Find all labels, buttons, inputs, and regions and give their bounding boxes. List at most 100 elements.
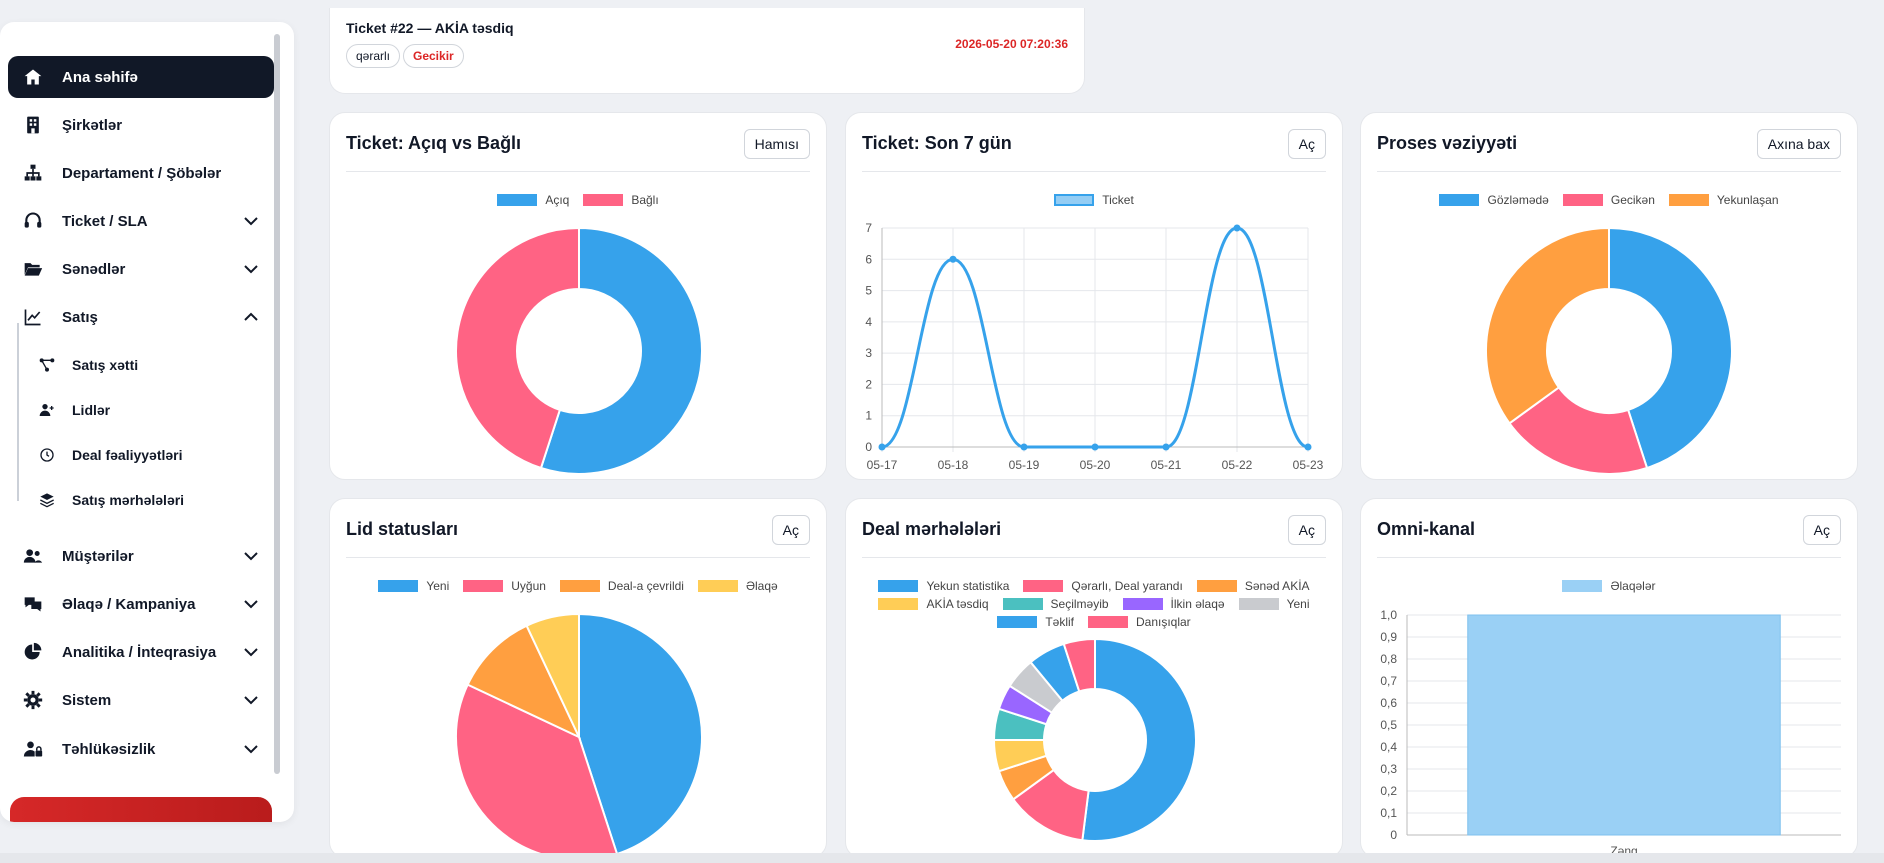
y-tick-label: 0,9 [1380, 630, 1397, 644]
pie-slice-2[interactable] [455, 226, 580, 470]
legend-item[interactable]: Qərarlı, Deal yarandı [1023, 579, 1183, 593]
legend-item[interactable]: Yekunlaşan [1668, 193, 1779, 207]
sidebar-item-7[interactable]: Müştərilər [8, 535, 274, 577]
pie-slice-2[interactable] [455, 683, 619, 857]
sidebar-subitem-4[interactable]: Satış mərhələləri [38, 483, 258, 517]
sidebar-item-9[interactable]: Analitika / İnteqrasiya [8, 631, 274, 673]
building-icon [22, 114, 44, 136]
legend-item[interactable]: Gözləmədə [1439, 193, 1549, 207]
bar-1[interactable] [1467, 614, 1781, 836]
legend-item[interactable]: Yekun statistika [878, 579, 1009, 593]
sidebar-item-6[interactable]: Satış [8, 296, 274, 338]
pie-slice-3[interactable] [466, 624, 582, 740]
sidebar-item-4[interactable]: Ticket / SLA [8, 200, 274, 242]
legend-item[interactable]: Yeni [1238, 597, 1310, 611]
legend-swatch [997, 616, 1038, 628]
pie-slice-9[interactable] [1062, 639, 1096, 693]
data-point-4[interactable] [1091, 443, 1099, 451]
sidebar-scrollbar[interactable] [274, 34, 280, 774]
chevron-down-icon[interactable] [242, 691, 260, 709]
taskbar-strip [0, 853, 1884, 863]
legend-item[interactable]: Seçilməyib [1002, 597, 1109, 611]
chevron-down-icon[interactable] [242, 740, 260, 758]
sidebar-item-label: Ana səhifə [62, 68, 138, 86]
card-divider [1377, 171, 1841, 172]
data-point-7[interactable] [1304, 443, 1312, 451]
y-tick-label: 0,4 [1380, 740, 1397, 754]
legend-item[interactable]: Təklif [997, 615, 1074, 629]
pie-slice-4[interactable] [525, 612, 580, 738]
legend-item[interactable]: Danışıqlar [1087, 615, 1191, 629]
open-button[interactable]: Aç [1287, 515, 1326, 545]
legend-item[interactable]: Yeni [378, 579, 449, 593]
legend-item[interactable]: İlkin əlaqə [1122, 597, 1225, 611]
legend-item[interactable]: Açıq [497, 193, 569, 207]
chevron-down-icon[interactable] [242, 547, 260, 565]
legend-item[interactable]: Ticket [1054, 193, 1134, 207]
legend-label: Gözləmədə [1487, 193, 1549, 207]
chevron-down-icon[interactable] [242, 595, 260, 613]
pie-slice-1[interactable] [1608, 226, 1733, 470]
chevron-down-icon[interactable] [242, 260, 260, 278]
deal-stages-donut-chart [992, 639, 1197, 842]
sidebar-item-8[interactable]: Əlaqə / Kampaniya [8, 583, 274, 625]
pie-slice-1[interactable] [578, 612, 703, 856]
legend-item[interactable]: Əlaqə [697, 579, 778, 593]
data-point-6[interactable] [1233, 224, 1241, 232]
data-point-5[interactable] [1162, 443, 1170, 451]
legend-item[interactable]: Deal-a çevrildi [559, 579, 684, 593]
pie-slice-3[interactable] [1485, 226, 1610, 425]
sidebar-item-10[interactable]: Sistem [8, 679, 274, 721]
legend-swatch [1668, 194, 1709, 206]
sidebar-item-2[interactable]: Şirkətlər [8, 104, 274, 146]
legend-swatch [878, 598, 919, 610]
pie-slice-2[interactable] [1508, 386, 1649, 475]
chevron-up-icon[interactable] [242, 308, 260, 326]
legend-swatch [697, 580, 738, 592]
pipeline-icon [38, 356, 56, 374]
sidebar-item-11[interactable]: Təhlükəsizlik [8, 728, 274, 770]
sidebar-item-label: Satış [62, 308, 98, 326]
data-point-3[interactable] [1020, 443, 1028, 451]
card-title: Lid statusları [346, 519, 459, 539]
all-button[interactable]: Hamısı [743, 129, 810, 159]
sidebar-subitem-1[interactable]: Satış xətti [38, 348, 258, 382]
chart-legend: Gözləmədə Gecikən Yekunlaşan [1361, 193, 1857, 207]
y-tick-label: 4 [865, 315, 872, 329]
pie-slice-1[interactable] [539, 226, 703, 475]
sitemap-icon [22, 162, 44, 184]
y-tick-label: 1,0 [1380, 608, 1397, 622]
view-flow-button[interactable]: Axına bax [1756, 129, 1841, 159]
legend-item[interactable]: AKİA təsdiq [878, 597, 989, 611]
open-button[interactable]: Aç [1802, 515, 1841, 545]
card-title: Omni-kanal [1377, 519, 1476, 539]
sidebar-item-5[interactable]: Sənədlər [8, 248, 274, 290]
x-tick-label: 05-20 [1080, 458, 1111, 472]
pie-slice-1[interactable] [1081, 639, 1197, 842]
legend-label: Yeni [426, 579, 450, 593]
sidebar-item-1[interactable]: Ana səhifə [8, 56, 274, 98]
sidebar-action-button[interactable] [10, 797, 272, 822]
open-button[interactable]: Aç [771, 515, 810, 545]
card-divider [862, 171, 1326, 172]
sidebar-subitem-2[interactable]: Lidlər [38, 393, 258, 427]
ticket-item-card[interactable]: Ticket #22 — AKİA təsdiq qərarlı Gecikir… [329, 8, 1085, 94]
data-point-1[interactable] [878, 443, 886, 451]
card-process-status: Proses vəziyyəti Axına bax Gözləmədə Geci… [1360, 112, 1858, 480]
legend-item[interactable]: Gecikən [1562, 193, 1655, 207]
ticket-title: Ticket #22 — AKİA təsdiq [346, 20, 514, 36]
tickets-line-chart: 0 1 2 3 4 5 6 7 05-17 05-18 05-19 05-20 05-21 05-22 05… [865, 221, 1323, 472]
legend-item[interactable]: Əlaqələr [1562, 579, 1656, 593]
legend-item[interactable]: Sənəd AKİA [1196, 579, 1310, 593]
data-point-2[interactable] [949, 255, 957, 263]
chevron-down-icon[interactable] [242, 643, 260, 661]
sidebar-subitem-3[interactable]: Deal fəaliyyətləri [38, 438, 258, 472]
sidebar-item-label: Analitika / İnteqrasiya [62, 643, 217, 661]
legend-item[interactable]: Bağlı [583, 193, 659, 207]
legend-item[interactable]: Uyğun [463, 579, 546, 593]
open-button[interactable]: Aç [1287, 129, 1326, 159]
chevron-down-icon[interactable] [242, 212, 260, 230]
y-tick-label: 0,5 [1380, 718, 1397, 732]
sidebar-item-3[interactable]: Departament / Şöbələr [8, 152, 274, 194]
